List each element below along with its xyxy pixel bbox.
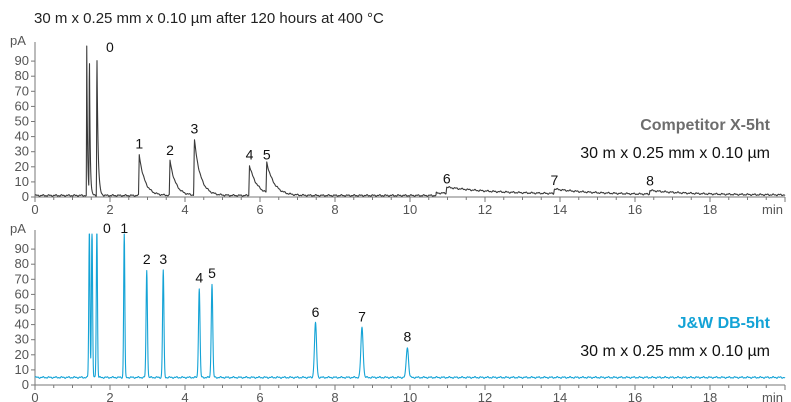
x-tick-label: 8 [331, 202, 338, 217]
peak-label: 1 [135, 136, 143, 152]
chromatogram-trace [34, 45, 786, 197]
y-tick-label: 60 [15, 98, 29, 113]
y-tick-label: 0 [22, 189, 29, 204]
x-tick-label: 2 [106, 390, 113, 402]
x-tick-label: 18 [703, 202, 717, 217]
column-name-label: J&W DB-5ht [678, 315, 771, 332]
peak-label: 7 [550, 172, 558, 188]
x-tick-label: 6 [256, 390, 263, 402]
y-tick-label: 20 [15, 159, 29, 174]
peak-label: 1 [120, 220, 128, 236]
y-axis-unit-label: pA [10, 221, 26, 236]
figure-title: 30 m x 0.25 mm x 0.10 µm after 120 hours… [34, 10, 384, 27]
x-tick-label: 4 [181, 202, 188, 217]
y-tick-label: 70 [15, 271, 29, 286]
peak-label: 4 [195, 269, 203, 285]
x-tick-label: 18 [703, 390, 717, 402]
y-tick-label: 40 [15, 129, 29, 144]
y-tick-label: 10 [15, 362, 29, 377]
x-tick-label: 16 [628, 202, 642, 217]
chromatogram-trace [34, 233, 786, 379]
peak-label: 6 [443, 170, 451, 186]
y-tick-label: 70 [15, 83, 29, 98]
x-tick-label: 10 [403, 390, 417, 402]
peak-label: 5 [208, 265, 216, 281]
peak-label: 7 [358, 309, 366, 325]
y-tick-label: 20 [15, 347, 29, 362]
y-tick-label: 30 [15, 332, 29, 347]
peak-label: 8 [403, 328, 411, 344]
y-tick-label: 50 [15, 114, 29, 129]
x-tick-label: 0 [31, 390, 38, 402]
peak-label: 4 [246, 146, 254, 162]
y-tick-label: 10 [15, 174, 29, 189]
x-tick-label: 2 [106, 202, 113, 217]
peak-label: 6 [312, 304, 320, 320]
x-tick-label: 14 [553, 390, 567, 402]
y-axis-unit-label: pA [10, 33, 26, 48]
peak-label: 3 [190, 121, 198, 137]
y-tick-label: 30 [15, 144, 29, 159]
y-tick-label: 90 [15, 241, 29, 256]
x-tick-label: 8 [331, 390, 338, 402]
y-tick-label: 40 [15, 317, 29, 332]
peak-label: 2 [166, 142, 174, 158]
x-tick-label: 14 [553, 202, 567, 217]
peak-label: 2 [143, 251, 151, 267]
column-name-label: Competitor X-5ht [640, 117, 770, 134]
y-tick-label: 0 [22, 377, 29, 392]
y-tick-label: 90 [15, 53, 29, 68]
y-tick-label: 80 [15, 68, 29, 83]
column-dimensions-label: 30 m x 0.25 mm x 0.10 µm [580, 343, 770, 360]
x-tick-label: 16 [628, 390, 642, 402]
x-tick-label: 6 [256, 202, 263, 217]
x-axis-unit-label: min [762, 390, 783, 402]
x-tick-label: 10 [403, 202, 417, 217]
y-tick-label: 50 [15, 302, 29, 317]
x-tick-label: 0 [31, 202, 38, 217]
peak-label: 3 [159, 251, 167, 267]
peak-label: 5 [263, 146, 271, 162]
y-tick-label: 80 [15, 256, 29, 271]
peak-label: 8 [646, 173, 654, 189]
x-tick-label: 12 [478, 390, 492, 402]
y-tick-label: 60 [15, 286, 29, 301]
x-tick-label: 12 [478, 202, 492, 217]
peak-label: 0 [106, 39, 114, 55]
x-tick-label: 4 [181, 390, 188, 402]
x-axis-unit-label: min [762, 202, 783, 217]
peak-label: 0 [103, 220, 111, 236]
column-dimensions-label: 30 m x 0.25 mm x 0.10 µm [580, 145, 770, 162]
